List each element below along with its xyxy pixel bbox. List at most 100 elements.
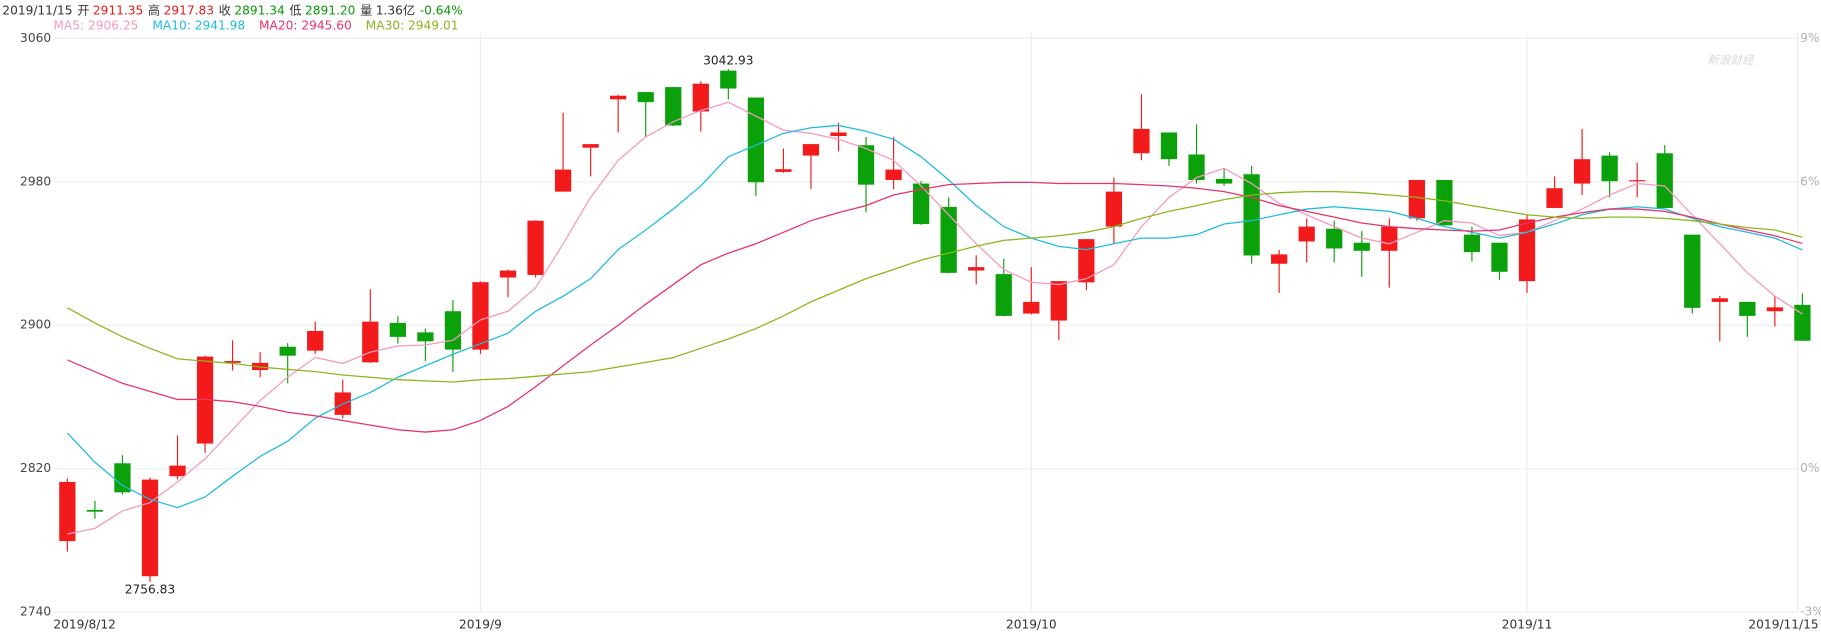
candle-body <box>885 169 902 180</box>
header-label: 开 <box>77 3 89 17</box>
candle-body <box>1629 180 1646 182</box>
y2-tick-label: -3% <box>1800 605 1821 619</box>
candle-body <box>830 132 847 137</box>
y-tick-label: 2900 <box>20 318 51 332</box>
candle-body <box>1794 304 1811 341</box>
annotation: 3042.93 <box>703 53 753 67</box>
ma-line <box>67 191 1803 383</box>
candle-body <box>1023 301 1040 314</box>
watermark: 新浪财经 <box>1707 53 1755 67</box>
candle-body <box>610 95 627 100</box>
candle-body <box>1436 179 1453 226</box>
candle-body <box>1078 239 1095 283</box>
candle-body <box>747 97 765 183</box>
candle-body <box>1518 219 1536 282</box>
candle-body <box>114 463 131 493</box>
y-tick-label: 2820 <box>20 461 51 475</box>
candle-body <box>1766 307 1784 312</box>
x-tick-label: 2019/8/12 <box>53 617 115 631</box>
candle-body <box>995 274 1012 316</box>
candle-body <box>1215 178 1233 184</box>
candle-body <box>1546 188 1563 208</box>
candle-body <box>775 169 792 172</box>
legend: MA5: 2906.25 MA10: 2941.98 MA20: 2945.60 MA… <box>53 18 458 32</box>
candle-body <box>1271 254 1288 264</box>
candle-body <box>912 183 930 225</box>
candle-body <box>196 356 214 444</box>
candle-body <box>1408 179 1425 219</box>
legend-entry: MA10: 2941.98 <box>152 18 245 32</box>
candle-body <box>444 311 462 350</box>
candle-body <box>1160 132 1178 160</box>
candle-body <box>389 322 406 337</box>
candle-body <box>1050 281 1067 321</box>
candle-body <box>637 92 654 103</box>
candle-body <box>1298 226 1315 242</box>
candle-body <box>1656 153 1673 208</box>
candle-body <box>279 346 296 356</box>
legend-entry: MA20: 2945.60 <box>259 18 352 32</box>
candle-body <box>86 509 104 512</box>
header-value: 2891.34 <box>234 3 285 17</box>
candle-body <box>141 479 159 577</box>
y-tick-label: 2740 <box>20 605 51 619</box>
x-tick-label: 2019/9 <box>459 617 502 631</box>
ma-line <box>67 181 1803 433</box>
candle-body <box>169 465 186 477</box>
candle-body <box>1353 242 1370 251</box>
legend-entry: MA5: 2906.25 <box>53 18 138 32</box>
candle-body <box>1133 128 1150 154</box>
y2-tick-label: 6% <box>1800 174 1819 188</box>
y-tick-label: 3060 <box>20 31 51 45</box>
header-change: -0.64% <box>420 3 463 17</box>
candle-body <box>1684 234 1701 308</box>
x-tick-label: 2019/11/15 <box>1748 617 1818 631</box>
candle-body <box>1326 228 1343 249</box>
header-value: 2891.20 <box>305 3 355 17</box>
candle-body <box>1739 301 1756 316</box>
candle-body <box>582 144 599 148</box>
candle-body <box>1381 226 1398 251</box>
candle-body <box>472 282 489 350</box>
x-tick-label: 2019/11 <box>1502 617 1553 631</box>
candle-body <box>692 83 709 112</box>
header-label: 收 <box>219 3 231 17</box>
candle-body <box>527 220 544 276</box>
candle-body <box>1243 174 1260 256</box>
candle-body <box>665 87 682 126</box>
candle-body <box>362 321 379 363</box>
candle-body <box>307 330 324 351</box>
legend-entry: MA30: 2949.01 <box>366 18 459 32</box>
candle-body <box>720 70 737 89</box>
candle-body <box>802 144 820 156</box>
candle-body <box>968 267 985 271</box>
header-value: 2917.83 <box>164 3 214 17</box>
candle-body <box>1491 242 1508 272</box>
y2-tick-label: 0% <box>1800 461 1819 475</box>
candle-body <box>1601 155 1618 182</box>
candle-body <box>224 361 241 363</box>
header-label: 量 <box>360 3 372 17</box>
candle-body <box>1573 159 1591 184</box>
candle-body <box>499 270 517 278</box>
candle-body <box>417 332 434 342</box>
header-value: 1.36亿 <box>376 2 415 17</box>
candle-body <box>554 169 572 192</box>
header-label: 高 <box>148 2 160 17</box>
candle-body <box>1188 154 1205 180</box>
candle-body <box>1463 234 1481 253</box>
x-tick-label: 2019/10 <box>1006 617 1057 631</box>
y2-tick-label: 9% <box>1800 31 1819 45</box>
candle-body <box>857 145 875 185</box>
candle-body <box>940 206 957 273</box>
header: 2019/11/15 开 2911.35 高 2917.83 收 2891.34 低 2891.… <box>2 2 463 17</box>
ma-line <box>66 124 1803 509</box>
header-value: 2911.35 <box>93 3 143 17</box>
candle-body <box>1105 191 1123 227</box>
header-date: 2019/11/15 <box>2 3 72 17</box>
ma-line <box>67 101 1803 535</box>
header-label: 低 <box>289 3 301 17</box>
annotation: 2756.83 <box>125 583 175 597</box>
